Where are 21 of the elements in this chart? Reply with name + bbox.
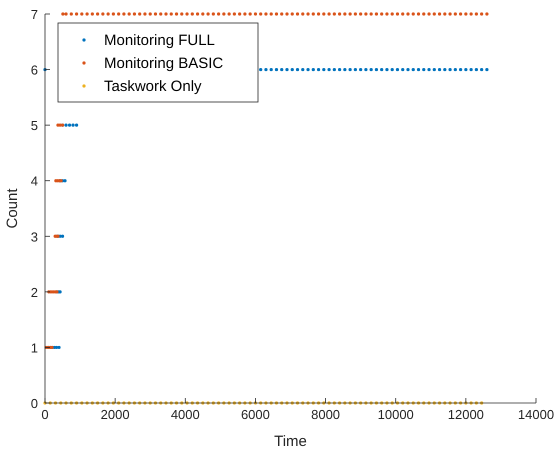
y-tick-label: 6 xyxy=(30,62,38,78)
y-tick-label: 3 xyxy=(30,229,38,244)
legend-label: Monitoring FULL xyxy=(104,32,215,49)
legend-label: Monitoring BASIC xyxy=(104,55,224,72)
y-axis-title: Count xyxy=(4,188,21,229)
x-tick-label: 4000 xyxy=(170,407,200,422)
y-tick-label: 5 xyxy=(30,118,38,134)
x-tick-label: 14000 xyxy=(518,407,554,422)
y-tick-label: 0 xyxy=(30,396,38,411)
y-tick-label: 2 xyxy=(30,284,38,300)
legend-label: Taskwork Only xyxy=(104,78,202,95)
x-tick-label: 12000 xyxy=(448,407,484,422)
x-tick-label: 2000 xyxy=(100,407,130,422)
x-axis-title: Time xyxy=(274,433,307,450)
x-tick-label: 10000 xyxy=(378,407,414,422)
x-tick-label: 0 xyxy=(41,407,49,422)
y-tick-label: 7 xyxy=(30,7,38,22)
x-tick-label: 8000 xyxy=(311,407,340,422)
x-tick-label: 6000 xyxy=(240,407,270,422)
y-tick-label: 4 xyxy=(30,174,38,189)
y-tick-label: 1 xyxy=(30,340,38,356)
